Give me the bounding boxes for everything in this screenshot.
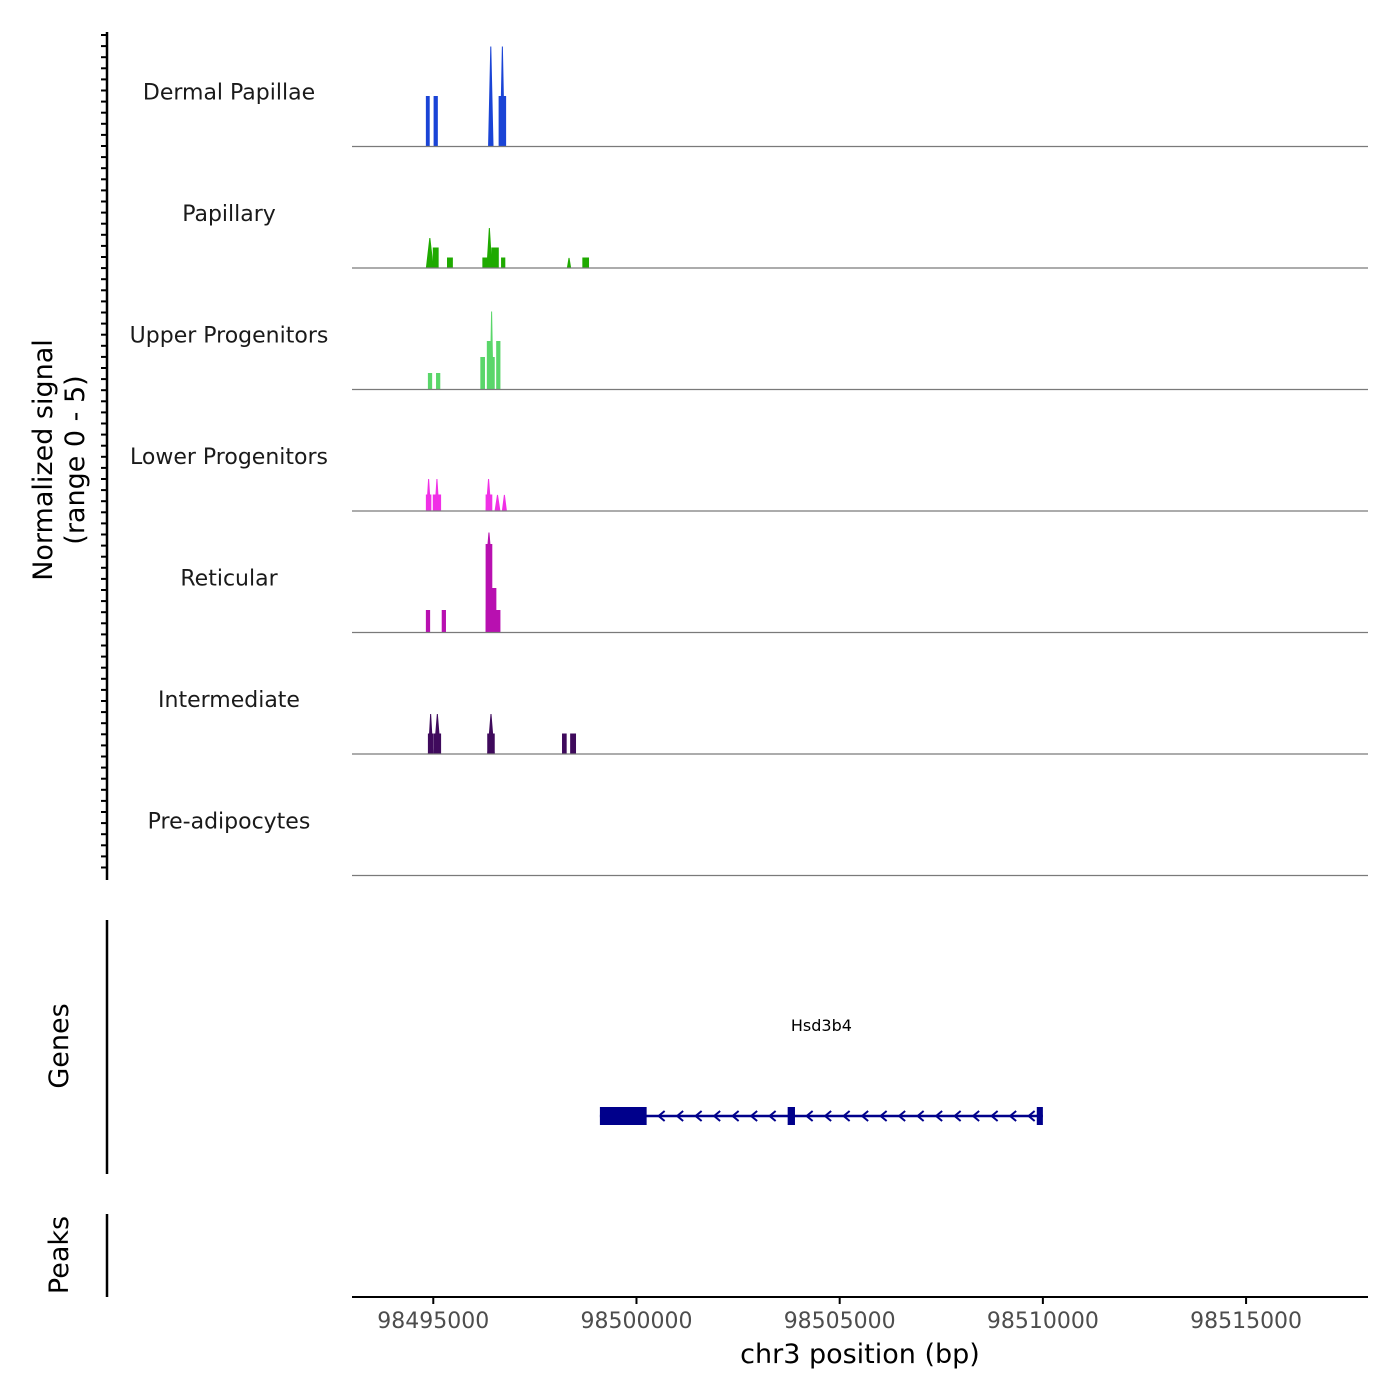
strand-arrow — [675, 1110, 684, 1122]
track-label: Reticular — [180, 567, 278, 592]
coverage-y-axis — [101, 32, 109, 880]
signal-peak — [482, 257, 488, 269]
coverage-tracks: Dermal Papillae Papillary Upper Progenitor… — [130, 46, 1368, 877]
strand-arrow — [971, 1110, 980, 1122]
strand-arrow — [860, 1110, 869, 1122]
peaks-panel-title: Peaks — [44, 1216, 75, 1294]
strand-arrow — [1027, 1110, 1036, 1122]
track-5: Reticular — [180, 532, 1368, 634]
strand-arrow — [934, 1110, 943, 1122]
x-tick-label: 98500000 — [580, 1309, 692, 1334]
gene-exon — [787, 1107, 795, 1125]
gene-exon — [1036, 1107, 1043, 1125]
strand-arrow — [1008, 1110, 1017, 1122]
strand-arrow — [805, 1110, 814, 1122]
strand-arrow — [749, 1110, 758, 1122]
strand-arrow — [768, 1110, 777, 1122]
track-label: Papillary — [182, 202, 276, 227]
signal-peak — [570, 733, 577, 755]
signal-peak — [441, 610, 446, 633]
y-axis-title-line1: Normalized signal — [28, 339, 59, 581]
track-6: Intermediate — [158, 688, 1368, 755]
signal-peak — [489, 357, 495, 390]
signal-peak — [485, 494, 493, 512]
signal-peak — [432, 247, 439, 269]
strand-arrow — [694, 1110, 703, 1122]
x-tick-label: 98495000 — [377, 1309, 489, 1334]
signal-peak — [582, 257, 590, 269]
signal-peak — [433, 96, 438, 147]
signal-peak — [427, 733, 434, 755]
x-axis: 98495000 98500000 98505000 98510000 98515000 — [377, 1297, 1302, 1334]
gene-track: Hsd3b4 — [599, 1016, 1043, 1125]
track-label: Lower Progenitors — [130, 445, 328, 470]
signal-peak — [436, 373, 441, 390]
strand-arrow — [657, 1110, 666, 1122]
signal-peak — [425, 610, 431, 633]
strand-arrow — [990, 1110, 999, 1122]
strand-arrow — [897, 1110, 906, 1122]
signal-peak — [562, 733, 567, 755]
signal-peak — [498, 46, 507, 147]
track-2: Papillary — [182, 202, 1368, 269]
track-label: Upper Progenitors — [130, 324, 329, 349]
track-4: Lower Progenitors — [130, 445, 1368, 512]
signal-peak — [501, 257, 506, 269]
track-1: Dermal Papillae — [143, 46, 1368, 148]
strand-arrow — [916, 1110, 925, 1122]
track-label: Intermediate — [158, 688, 300, 713]
strand-arrow — [823, 1110, 832, 1122]
gene-exon — [599, 1107, 647, 1125]
signal-peak — [487, 733, 495, 755]
x-tick-label: 98505000 — [784, 1309, 896, 1334]
signal-peak — [425, 96, 430, 147]
strand-arrow — [879, 1110, 888, 1122]
x-axis-title: chr3 position (bp) — [740, 1339, 980, 1370]
signal-peak — [485, 610, 501, 633]
signal-peak — [432, 478, 442, 512]
gene-name-label: Hsd3b4 — [791, 1016, 852, 1035]
track-label: Dermal Papillae — [143, 81, 315, 106]
signal-peak — [480, 357, 485, 390]
strand-arrow — [731, 1110, 740, 1122]
signal-peak — [491, 247, 499, 269]
strand-arrow — [712, 1110, 721, 1122]
signal-peak — [433, 733, 442, 755]
x-tick-label: 98510000 — [987, 1309, 1099, 1334]
genes-panel-title: Genes — [44, 1003, 75, 1088]
x-tick-label: 98515000 — [1190, 1309, 1302, 1334]
strand-arrow — [842, 1110, 851, 1122]
track-label: Pre-adipocytes — [148, 810, 311, 835]
strand-arrow — [953, 1110, 962, 1122]
y-axis-title-line2: (range 0 - 5) — [60, 375, 91, 544]
signal-peak — [447, 257, 453, 269]
track-7: Pre-adipocytes — [148, 810, 1368, 877]
track-3: Upper Progenitors — [130, 311, 1368, 391]
signal-peak — [427, 373, 433, 390]
signal-peak — [496, 341, 501, 390]
signal-peak — [425, 478, 432, 512]
